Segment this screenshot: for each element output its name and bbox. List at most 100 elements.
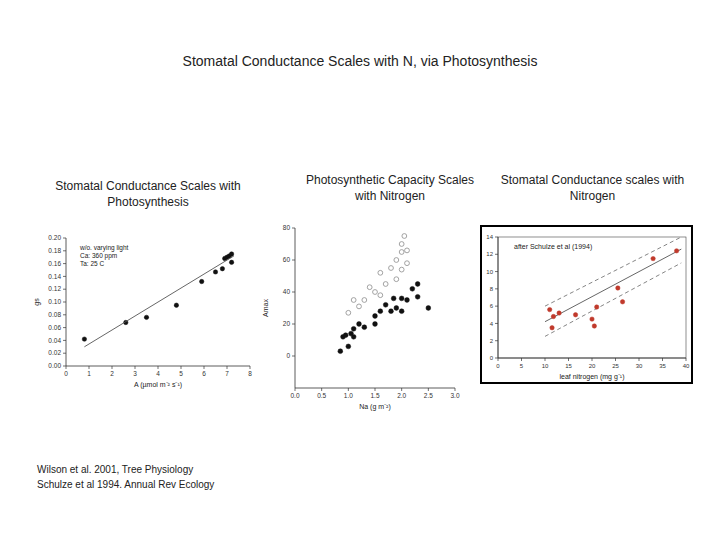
y-tick [63,340,66,341]
plot-frame [498,237,686,358]
x-tick-label: 0 [496,363,500,369]
point [405,261,410,266]
point [362,298,367,303]
x-tick-label: 0.5 [317,392,326,399]
point [346,344,351,349]
point [343,333,348,338]
point [229,252,233,256]
point [394,258,399,263]
x-tick [89,366,90,369]
y-tick [495,340,498,341]
point [410,286,415,291]
x-tick-label: 25 [612,363,619,369]
marks [545,237,681,336]
point [357,304,362,309]
x-tick-label: 8 [248,370,252,377]
chart-frame [481,226,692,383]
y-tick [292,356,295,357]
x-tick-label: 5 [179,370,183,377]
y-tick [292,260,295,261]
point [415,294,420,299]
x-tick-label: 15 [565,363,572,369]
fit-line [545,237,681,306]
y-tick-label: 2 [490,338,494,344]
chart: 0123456780.000.020.040.060.080.100.120.1… [33,234,252,389]
point [373,314,378,319]
x-tick-label: 10 [542,363,549,369]
point [405,298,410,303]
y-tick-label: 0.16 [48,260,61,267]
point [373,322,378,327]
y-tick [495,271,498,272]
y-tick [63,289,66,290]
point [351,334,356,339]
annotation: Ca: 360 ppm [80,252,117,260]
x-tick [592,358,593,361]
x-axis-label: leaf nitrogen (mg g⁻¹) [559,373,624,381]
y-tick-label: 8 [490,286,494,292]
y-tick-label: 0 [286,352,290,359]
y-tick-label: 20 [283,320,291,327]
point [389,266,394,271]
point [389,309,394,314]
y-tick [495,237,498,238]
x-tick [615,358,616,361]
point [338,349,343,354]
point [351,326,356,331]
point [399,242,404,247]
y-tick-label: 40 [283,288,291,295]
x-tick [348,388,349,391]
fit-line [545,249,681,322]
point [415,282,420,287]
x-tick [181,366,182,369]
point [402,234,407,239]
x-tick-label: 35 [659,363,666,369]
point [82,337,86,341]
y-tick [63,366,66,367]
point [548,307,552,311]
fit-line [545,263,681,336]
annotation: w/o. varying light [79,244,129,252]
y-tick [63,353,66,354]
x-tick [112,366,113,369]
point [378,270,383,275]
y-tick [495,288,498,289]
point [590,317,594,321]
x-tick [521,358,522,361]
x-tick [135,366,136,369]
y-tick-label: 14 [486,234,493,240]
point [557,311,561,315]
point [383,282,388,287]
annotation: Ta: 25 C [80,260,105,267]
x-tick-label: 30 [636,363,643,369]
y-tick [63,263,66,264]
x-tick-label: 3 [133,370,137,377]
chart: 0.00.51.01.52.02.53.0020406080Na (g m⁻²)… [262,224,460,411]
x-tick-label: 1.0 [344,392,353,399]
point [362,325,367,330]
panel-title: Stomatal Conductance Scales with Photosy… [38,178,258,210]
x-tick-label: 7 [225,370,229,377]
x-tick [227,366,228,369]
x-tick [375,388,376,391]
x-tick [321,388,322,391]
x-axis-label: Na (g m⁻²) [359,403,391,411]
point [674,249,678,253]
x-tick [295,388,296,391]
x-tick-label: 0 [64,370,68,377]
point [229,260,233,264]
point [651,256,655,260]
point [373,290,378,295]
point [620,300,624,304]
x-tick-label: 1 [87,370,91,377]
point [394,277,399,282]
y-tick [292,228,295,229]
x-tick-label: 0.0 [290,392,299,399]
point [573,313,577,317]
panel-title: Photosynthetic Capacity Scales with Nitr… [300,172,480,204]
point [391,296,396,301]
y-axis-label: gs [33,298,41,306]
point [426,306,431,311]
x-axis-label: A (µmol m⁻² s⁻¹) [134,381,182,389]
point [174,303,178,307]
